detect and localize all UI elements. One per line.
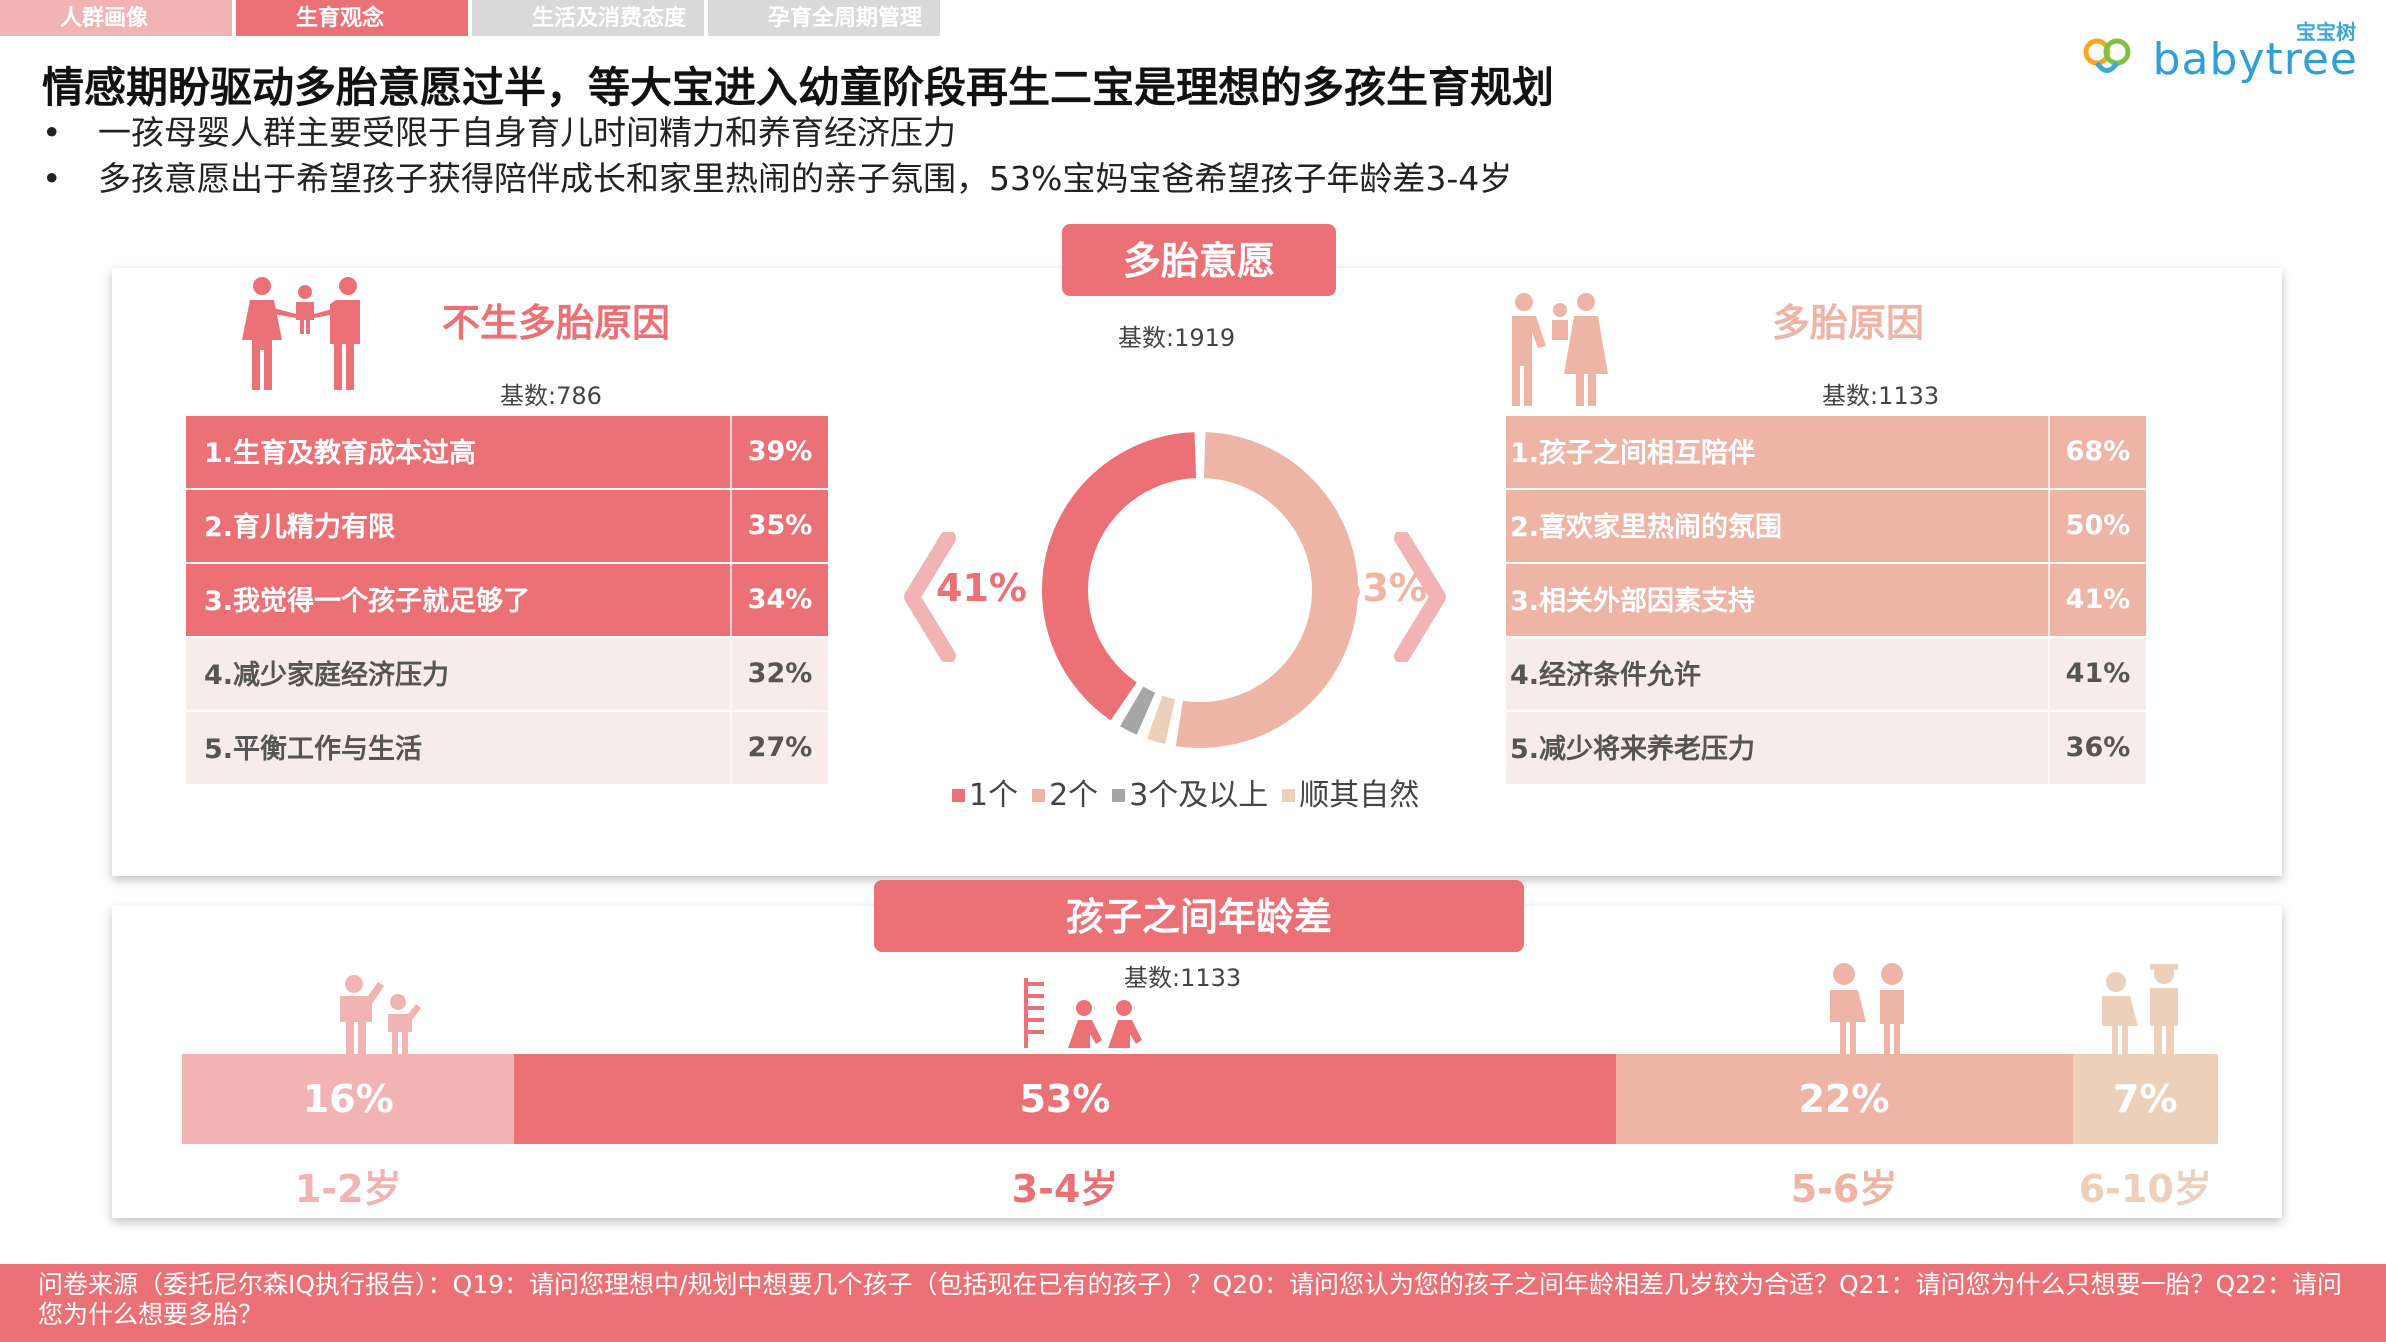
reason-label: 2.育儿精力有限 <box>204 512 396 543</box>
legend-label: 3个及以上 <box>1129 778 1269 813</box>
donut-slice <box>1146 695 1176 745</box>
reason-label: 5.减少将来养老压力 <box>1510 734 1756 765</box>
logo-chinese: 宝宝树 <box>2296 20 2356 44</box>
more-table: 1.孩子之间相互陪伴 68% 2.喜欢家里热闹的氛围 50% 3.相关外部因素支… <box>1506 416 2146 786</box>
reason-label: 3.相关外部因素支持 <box>1510 586 1756 617</box>
age-gap-category-label: 3-4岁 <box>1011 1167 1119 1211</box>
age-gap-segment: 16% <box>182 1054 515 1144</box>
table-row: 1.生育及教育成本过高 39% <box>186 416 828 488</box>
donut-slice <box>1042 432 1197 721</box>
donut-slice <box>1175 432 1358 748</box>
table-row: 5.减少将来养老压力 36% <box>1506 712 2146 784</box>
age-gap-bar: 16% 53% 22% 7% <box>182 1054 2218 1144</box>
older-kids-icon <box>2102 964 2178 1054</box>
legend-swatch <box>1032 788 1046 802</box>
tab-persona[interactable]: 人群画像 <box>0 0 232 36</box>
reason-label: 4.减少家庭经济压力 <box>204 660 450 691</box>
left-percent-label: 41% <box>936 566 1027 610</box>
source-footer: 问卷来源（委托尼尔森IQ执行报告）：Q19：请问您理想中/规划中想要几个孩子（包… <box>0 1264 2386 1342</box>
legend-label: 1个 <box>969 778 1019 813</box>
age-gap-segment: 22% <box>1615 1054 2073 1144</box>
willingness-base: 基数:1919 <box>1118 324 1236 352</box>
donut-legend: 1个 2个 3个及以上 顺其自然 <box>938 770 1419 814</box>
donut-slice <box>1120 686 1156 735</box>
table-row: 2.育儿精力有限 35% <box>186 490 828 562</box>
kids-playing-icon <box>1024 978 1142 1048</box>
right-chevron-icon <box>1394 532 1446 662</box>
table-row: 3.我觉得一个孩子就足够了 34% <box>186 564 828 636</box>
age-gap-base: 基数:1133 <box>1124 964 1242 992</box>
table-row: 3.相关外部因素支持 41% <box>1506 564 2146 636</box>
reason-value: 41% <box>2048 564 2146 636</box>
tab-birth-view[interactable]: 生育观念 <box>236 0 468 36</box>
reason-value: 50% <box>2048 490 2146 562</box>
reason-label: 2.喜欢家里热闹的氛围 <box>1510 512 1783 543</box>
logo-text: babytree <box>2152 34 2358 85</box>
reason-label: 4.经济条件允许 <box>1510 660 1702 691</box>
page-title: 情感期盼驱动多胎意愿过半，等大宝进入幼童阶段再生二宝是理想的多孩生育规划 <box>42 63 1555 112</box>
reason-label: 3.我觉得一个孩子就足够了 <box>204 586 531 617</box>
reason-value: 27% <box>730 712 828 784</box>
toddlers-icon <box>340 975 421 1056</box>
age-gap-segment: 7% <box>2072 1054 2218 1144</box>
legend-swatch <box>1282 788 1296 802</box>
reason-label: 1.孩子之间相互陪伴 <box>1510 438 1756 469</box>
reason-value: 34% <box>730 564 828 636</box>
legend-item: 顺其自然 <box>1268 778 1419 813</box>
tab-lifestyle[interactable]: 生活及消费态度 <box>472 0 704 36</box>
age-gap-labels: 1-2岁 3-4岁 5-6岁 6-10岁 <box>182 1158 2218 1211</box>
bullet-list: • 一孩母婴人群主要受限于自身育儿时间精力和养育经济压力 • 多孩意愿出于希望孩子获… <box>42 110 1512 202</box>
table-row: 4.经济条件允许 41% <box>1506 638 2146 710</box>
reason-value: 36% <box>2048 712 2146 784</box>
legend-swatch <box>952 788 965 802</box>
table-row: 1.孩子之间相互陪伴 68% <box>1506 416 2146 488</box>
willingness-title: 多胎意愿 <box>1062 224 1336 296</box>
bullet-item: • 一孩母婴人群主要受限于自身育儿时间精力和养育经济压力 <box>42 113 956 152</box>
reason-value: 32% <box>730 638 828 710</box>
reason-value: 39% <box>730 416 828 488</box>
reason-label: 1.生育及教育成本过高 <box>204 438 477 469</box>
tab-pregnancy-management[interactable]: 孕育全周期管理 <box>708 0 940 36</box>
legend-swatch <box>1112 788 1126 802</box>
logo-mark-icon <box>2083 38 2131 73</box>
children-icon <box>1830 963 1904 1054</box>
age-gap-category-label: 6-10岁 <box>2078 1167 2212 1211</box>
legend-item: 3个及以上 <box>1098 778 1268 813</box>
age-gap-category-label: 1-2岁 <box>294 1167 402 1211</box>
bullet-item: • 多孩意愿出于希望孩子获得陪伴成长和家里热闹的亲子氛围，53%宝妈宝爸希望孩子年… <box>42 159 1513 198</box>
parent-child-icon <box>1512 293 1608 406</box>
babytree-logo: babytree <box>2083 34 2358 85</box>
legend-item: 2个 <box>1018 778 1098 813</box>
family-icon <box>242 277 360 390</box>
not-more-base: 基数:786 <box>500 382 602 410</box>
not-more-table: 1.生育及教育成本过高 39% 2.育儿精力有限 35% 3.我觉得一个孩子就足… <box>186 416 828 786</box>
legend-item: 1个 <box>938 778 1018 813</box>
age-gap-segment: 53% <box>514 1054 1616 1144</box>
legend-label: 2个 <box>1049 778 1099 813</box>
table-row: 2.喜欢家里热闹的氛围 50% <box>1506 490 2146 562</box>
more-base: 基数:1133 <box>1822 382 1940 410</box>
top-tabs: 人群画像 生育观念 生活及消费态度 孕育全周期管理 <box>0 0 940 36</box>
table-row: 5.平衡工作与生活 27% <box>186 712 828 784</box>
right-percent-label: 53% <box>1336 566 1427 610</box>
age-gap-title: 孩子之间年龄差 <box>874 880 1524 952</box>
reason-value: 68% <box>2048 416 2146 488</box>
age-gap-category-label: 5-6岁 <box>1790 1167 1898 1211</box>
more-title: 多胎原因 <box>1772 301 1925 345</box>
reason-label: 5.平衡工作与生活 <box>204 734 423 765</box>
reason-value: 41% <box>2048 638 2146 710</box>
legend-label: 顺其自然 <box>1299 778 1420 813</box>
willingness-donut <box>1042 432 1358 748</box>
left-chevron-icon <box>904 532 956 662</box>
not-more-title: 不生多胎原因 <box>442 301 671 345</box>
table-row: 4.减少家庭经济压力 32% <box>186 638 828 710</box>
reason-value: 35% <box>730 490 828 562</box>
